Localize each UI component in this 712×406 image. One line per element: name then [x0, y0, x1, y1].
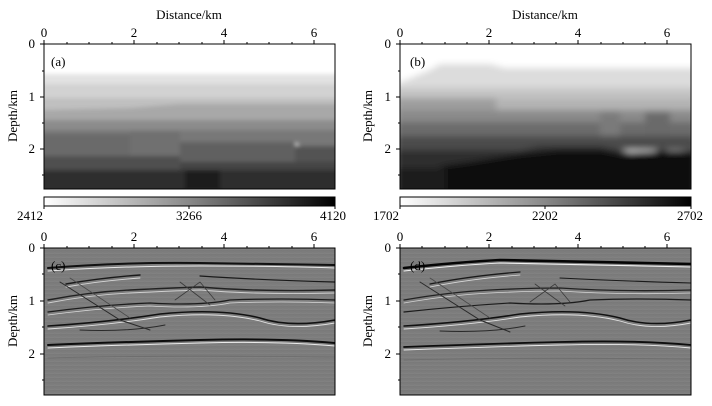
panel-a-x-tick: 0 [41, 25, 48, 40]
panel-b-colorbar-max: 2702 [677, 208, 703, 223]
panel-b-x-tick: 2 [486, 25, 493, 40]
panel-b-x-tick: 0 [397, 25, 404, 40]
panel-a-x-tick: 6 [311, 25, 318, 40]
panel-a-y-tick: 2 [29, 141, 36, 156]
panel-a-y-label: Depth/km [5, 90, 20, 142]
panel-b: (b) 0 2 4 6 Distance/km 0 1 2 Depth/km [360, 7, 703, 223]
panel-d-y-tick: 2 [385, 346, 392, 361]
panel-d-y-tick: 0 [385, 240, 392, 255]
panel-c-y-tick: 2 [29, 346, 36, 361]
panel-b-y-tick: 2 [385, 141, 392, 156]
panel-b-x-tick: 6 [664, 25, 671, 40]
panel-b-y-tick: 1 [385, 89, 392, 104]
panel-b-y-label: Depth/km [360, 90, 375, 142]
panel-a-colorbar-max: 4120 [320, 208, 346, 223]
panel-d-y-label: Depth/km [360, 295, 375, 347]
panel-b-x-tick: 4 [575, 25, 582, 40]
panel-b-colorbar-mid: 2202 [532, 208, 558, 223]
panel-d: (d) 0 2 4 6 0 1 2 Depth/km [360, 229, 692, 396]
panel-d-x-tick: 4 [575, 229, 582, 244]
panel-a-x-tick: 2 [131, 25, 138, 40]
panel-a-colorbar-min: 2412 [17, 208, 43, 223]
panel-a-colorbar: 2412 3266 4120 [17, 196, 346, 223]
panel-a-x-label: Distance/km [156, 7, 222, 22]
panel-d-image [400, 248, 691, 395]
panel-c-image [44, 248, 335, 395]
panel-d-x-tick: 6 [664, 229, 671, 244]
panel-c-y-tick: 1 [29, 293, 36, 308]
panel-a-x-axis [43, 40, 315, 44]
panel-c-y-axis [40, 247, 44, 381]
panel-a-x-tick: 4 [221, 25, 228, 40]
panel-a-y-axis [40, 43, 44, 176]
panel-a-colorbar-mid: 3266 [176, 208, 203, 223]
panel-a: (a) 0 2 4 6 Distance/km 0 1 2 Depth/km [5, 7, 346, 223]
panel-c-x-tick: 0 [41, 229, 48, 244]
panel-b-image [400, 44, 691, 189]
panel-c-x-tick: 6 [311, 229, 318, 244]
panel-a-y-tick: 0 [29, 36, 36, 51]
panel-c-tag: (c) [51, 258, 65, 273]
panel-a-image [44, 44, 335, 189]
panel-c-y-label: Depth/km [5, 295, 20, 347]
panel-a-y-tick: 1 [29, 89, 36, 104]
panel-c-x-tick: 4 [221, 229, 228, 244]
panel-d-y-tick: 1 [385, 293, 392, 308]
panel-d-x-axis [399, 244, 668, 248]
panel-b-y-axis [396, 43, 400, 176]
panel-b-colorbar: 1702 2202 2702 [373, 196, 703, 223]
panel-b-colorbar-min: 1702 [373, 208, 399, 223]
panel-d-tag: (d) [410, 258, 425, 273]
panel-b-x-label: Distance/km [512, 7, 578, 22]
panel-d-x-tick: 2 [486, 229, 493, 244]
panel-d-x-tick: 0 [397, 229, 404, 244]
panel-b-tag: (b) [410, 54, 425, 69]
panel-c-x-tick: 2 [131, 229, 138, 244]
panel-b-x-axis [399, 40, 668, 44]
panel-c: (c) 0 2 4 6 0 1 2 Depth/km [5, 229, 336, 396]
panel-b-y-tick: 0 [385, 36, 392, 51]
panel-c-y-tick: 0 [29, 240, 36, 255]
panel-d-y-axis [396, 247, 400, 381]
panel-a-tag: (a) [51, 54, 65, 69]
panel-c-x-axis [43, 244, 315, 248]
